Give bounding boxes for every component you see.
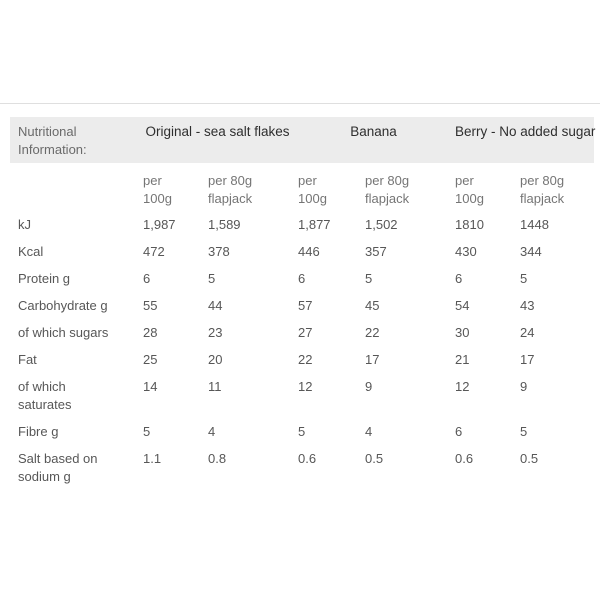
nutrient-label: Protein g xyxy=(18,271,71,286)
nutrient-value: 12 xyxy=(455,379,470,394)
nutrient-row-carbohydrate: Carbohydrate g 55 44 57 45 54 43 xyxy=(10,293,594,320)
nutrient-value: 24 xyxy=(520,325,535,340)
nutrient-value: 1,877 xyxy=(298,217,331,232)
nutrient-value: 30 xyxy=(455,325,470,340)
nutrient-value: 357 xyxy=(365,244,387,259)
nutrient-value: 472 xyxy=(143,244,165,259)
nutrient-label: Fat xyxy=(18,352,37,367)
nutrient-value: 12 xyxy=(298,379,313,394)
nutrient-row-salt: Salt based on sodium g 1.1 0.8 0.6 0.5 0… xyxy=(10,446,594,491)
nutrient-value: 44 xyxy=(208,298,223,313)
serving-subheader-row: per 100g per 80g flapjack per 100g per 8… xyxy=(10,163,594,212)
nutrient-label: Carbohydrate g xyxy=(18,298,108,313)
nutrient-value: 446 xyxy=(298,244,320,259)
nutrient-value: 6 xyxy=(298,271,306,286)
nutrient-value: 378 xyxy=(208,244,230,259)
nutrient-value: 22 xyxy=(298,352,313,367)
nutrient-label: Kcal xyxy=(18,244,44,259)
table-title: Nutritional Information: xyxy=(10,117,143,163)
nutrient-value: 0.6 xyxy=(455,451,474,466)
nutrient-row-saturates: of which saturates 14 11 12 9 12 9 xyxy=(10,374,594,419)
nutrient-label: Salt based on sodium g xyxy=(18,451,98,484)
nutrient-value: 17 xyxy=(520,352,535,367)
nutrient-row-kcal: Kcal 472 378 446 357 430 344 xyxy=(10,239,594,266)
nutrient-value: 17 xyxy=(365,352,380,367)
subheader-banana-per-100g: per 100g xyxy=(298,173,327,206)
nutrient-row-kj: kJ 1,987 1,589 1,877 1,502 1810 1448 xyxy=(10,212,594,239)
nutrient-value: 4 xyxy=(208,424,216,439)
nutrient-value: 5 xyxy=(520,271,528,286)
nutrient-value: 55 xyxy=(143,298,158,313)
nutrient-value: 1,987 xyxy=(143,217,176,232)
nutrient-value: 27 xyxy=(298,325,313,340)
subheader-berry-per-80g: per 80g flapjack xyxy=(520,173,565,206)
nutrient-value: 1.1 xyxy=(143,451,162,466)
product-header-banana: Banana xyxy=(298,117,456,163)
nutrient-label: of which saturates xyxy=(18,379,72,412)
nutrient-value: 1,502 xyxy=(365,217,398,232)
nutrient-value: 23 xyxy=(208,325,223,340)
subheader-banana-per-80g: per 80g flapjack xyxy=(365,173,410,206)
nutrient-value: 0.6 xyxy=(298,451,317,466)
product-header-original: Original - sea salt flakes xyxy=(143,117,298,163)
nutrient-value: 43 xyxy=(520,298,535,313)
nutrient-value: 0.8 xyxy=(208,451,227,466)
nutrient-value: 6 xyxy=(455,271,463,286)
nutrient-value: 430 xyxy=(455,244,477,259)
nutrient-value: 344 xyxy=(520,244,542,259)
subheader-original-per-100g: per 100g xyxy=(143,173,172,206)
nutrient-row-sugars: of which sugars 28 23 27 22 30 24 xyxy=(10,320,594,347)
nutrient-value: 1448 xyxy=(520,217,549,232)
nutrient-label: Fibre g xyxy=(18,424,59,439)
subheader-berry-per-100g: per 100g xyxy=(455,173,484,206)
nutrient-value: 1810 xyxy=(455,217,484,232)
nutrient-value: 4 xyxy=(365,424,373,439)
nutrient-value: 6 xyxy=(143,271,151,286)
nutrient-value: 25 xyxy=(143,352,158,367)
table-header-row: Nutritional Information: Original - sea … xyxy=(10,117,595,163)
nutrient-value: 1,589 xyxy=(208,217,241,232)
nutrient-value: 28 xyxy=(143,325,158,340)
nutrient-value: 5 xyxy=(298,424,306,439)
nutrient-row-fibre: Fibre g 5 4 5 4 6 5 xyxy=(10,419,594,446)
nutrient-label: kJ xyxy=(18,217,31,232)
nutrient-value: 54 xyxy=(455,298,470,313)
nutrient-row-protein: Protein g 6 5 6 5 6 5 xyxy=(10,266,594,293)
nutrition-table: Nutritional Information: Original - sea … xyxy=(10,117,595,491)
nutrient-value: 22 xyxy=(365,325,380,340)
subheader-spacer xyxy=(10,163,143,212)
nutrient-value: 5 xyxy=(143,424,151,439)
nutrient-label: of which sugars xyxy=(18,325,109,340)
nutrient-value: 6 xyxy=(455,424,463,439)
nutrient-value: 9 xyxy=(520,379,528,394)
nutrient-value: 20 xyxy=(208,352,223,367)
nutrient-value: 14 xyxy=(143,379,158,394)
nutrient-value: 5 xyxy=(365,271,373,286)
nutrient-value: 21 xyxy=(455,352,470,367)
nutrient-value: 5 xyxy=(520,424,528,439)
nutrition-table-container: Nutritional Information: Original - sea … xyxy=(0,103,600,491)
nutrient-value: 11 xyxy=(208,379,222,394)
nutrient-value: 45 xyxy=(365,298,380,313)
nutrient-value: 0.5 xyxy=(520,451,539,466)
nutrient-value: 5 xyxy=(208,271,216,286)
nutrient-value: 0.5 xyxy=(365,451,384,466)
subheader-original-per-80g: per 80g flapjack xyxy=(208,173,253,206)
nutrient-row-fat: Fat 25 20 22 17 21 17 xyxy=(10,347,594,374)
nutrient-value: 9 xyxy=(365,379,373,394)
nutrient-value: 57 xyxy=(298,298,313,313)
product-header-berry: Berry - No added sugar xyxy=(455,117,595,163)
